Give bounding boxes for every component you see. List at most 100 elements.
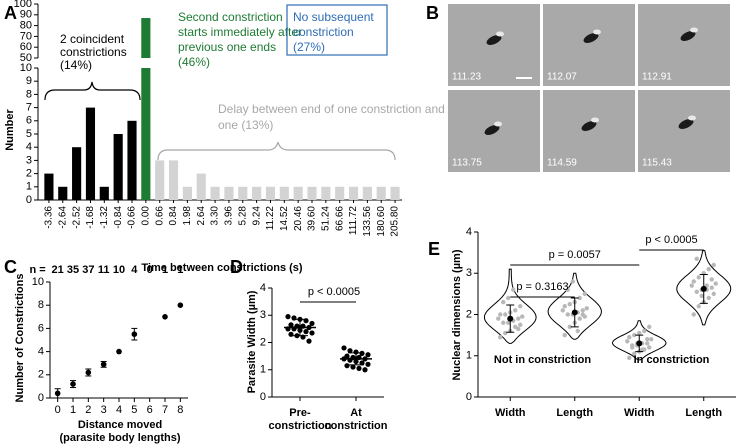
point [627,355,632,361]
y-tick-label: 70 [20,30,32,42]
point [285,314,291,320]
point [309,330,315,336]
brace [157,141,396,161]
x-tick-label: 5 [131,404,137,416]
y-tick-label: 4 [38,346,44,358]
point [162,314,168,320]
point [640,347,645,352]
bar [279,186,289,200]
n-count: 0 [147,264,153,276]
x-tick-label: 5.28 [237,206,248,226]
x-tick-label: 11.22 [265,206,276,231]
bar-lower-part [141,68,151,200]
mean-point [700,285,707,292]
y-tick-label: 6 [38,322,44,334]
point [503,330,508,336]
point [706,295,711,301]
point [709,285,714,290]
point [582,291,587,297]
x-tick-label: 0.84 [168,206,179,226]
time-label: 112.07 [547,72,577,83]
bar [348,186,359,200]
point [696,304,701,309]
n-count: 4 [131,264,138,276]
parasite [680,31,696,41]
point [645,337,650,342]
group-label: In constriction [634,354,710,366]
point [562,304,567,309]
x-tick-label: -0.84 [113,206,124,229]
point [70,381,76,387]
n-count: 10 [113,264,125,276]
point [632,332,637,338]
y-tick-label: 50 [20,52,32,64]
mean-point [636,340,643,347]
time-label: 115.43 [642,158,672,169]
p-value: p = 0.0057 [549,249,601,261]
image-frame [638,90,730,172]
y-tick-label: 1 [260,364,266,376]
annotation: No subsequent [293,10,374,24]
point [506,320,511,325]
point [637,330,642,336]
bar [113,134,123,200]
panel-label: E [428,239,440,259]
point [498,334,503,340]
point [691,312,696,317]
point [565,312,570,317]
point [711,262,716,268]
point [54,390,61,397]
x-tick-label: constriction [269,420,332,432]
x-tick-label: 2 [85,404,91,416]
y-tick-label: 2 [38,369,44,381]
point [288,322,294,328]
point [516,316,521,321]
point [516,326,521,332]
annotation-box [286,4,388,56]
y-tick-label: 2 [466,308,472,320]
x-axis-label: Time between constrictions (s) [141,262,303,274]
x-tick-label: 1 [70,404,76,416]
bar [335,186,345,200]
p-value: p < 0.0005 [645,234,697,246]
y-tick-label: 1 [26,181,32,193]
x-tick-label: 20.46 [293,206,304,231]
y-tick-label: 4 [26,141,32,153]
x-tick-label: 180.60 [376,206,387,237]
x-tick-label: At [350,407,362,419]
bar [58,186,68,200]
parasite [581,121,597,131]
n-prefix: n = [29,264,45,276]
bar-upper-part [141,18,151,58]
annotation: constriction [293,25,354,39]
point [689,283,694,288]
x-tick-label: Pre- [289,407,311,419]
p-value: p < 0.0005 [308,286,360,298]
x-tick-label: 14.52 [279,206,290,231]
y-axis-label: Parasite Width (µm) [246,290,258,393]
panel-label: B [426,3,439,23]
annotation: Second constriction [178,10,283,24]
y-tick-label: 0 [26,194,32,206]
point [567,301,572,307]
y-tick-label: 1 [466,350,472,362]
x-tick-label: 51.24 [320,206,331,231]
y-tick-label: 6 [26,115,32,127]
bar [44,173,54,200]
x-tick-label: Length [685,407,722,419]
x-tick-label: -0.66 [127,206,138,229]
point [696,275,701,280]
annotation: (27%) [293,40,325,54]
bar [168,160,179,200]
point [630,343,635,348]
annotation: constrictions [60,45,127,59]
point [577,295,582,301]
point [503,312,508,317]
y-tick-label: 9 [26,75,32,87]
image-frame [543,90,635,172]
point [520,314,525,319]
x-tick-label: constriction [325,420,388,432]
point [365,352,371,358]
x-tick-label: 6 [147,404,153,416]
